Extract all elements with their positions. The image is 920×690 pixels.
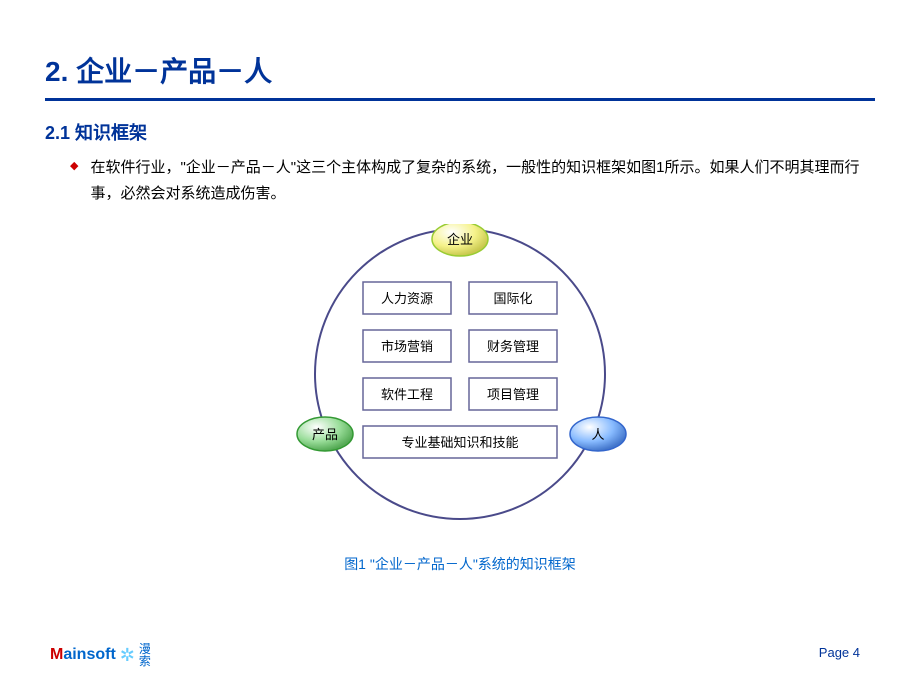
- bullet-item: ◆ 在软件行业，"企业－产品－人"这三个主体构成了复杂的系统，一般性的知识框架如…: [0, 149, 920, 206]
- svg-text:市场营销: 市场营销: [381, 339, 433, 354]
- svg-text:人力资源: 人力资源: [381, 291, 433, 306]
- svg-text:软件工程: 软件工程: [381, 387, 433, 402]
- footer: Mainsoft ✲ 漫索 Page 4: [0, 632, 920, 672]
- svg-text:项目管理: 项目管理: [487, 387, 539, 402]
- diagram-svg: 人力资源 国际化市场营销 财务管理软件工程 项目管理专业基础知识和技能企业产品 人: [240, 224, 680, 534]
- logo-chinese: 漫索: [139, 643, 151, 667]
- sub-title: 2.1 知识框架: [0, 101, 920, 149]
- svg-text:专业基础知识和技能: 专业基础知识和技能: [401, 435, 518, 450]
- figure-caption: 图1 "企业－产品－人"系统的知识框架: [240, 554, 680, 574]
- svg-text:财务管理: 财务管理: [487, 339, 539, 354]
- logo-burst-icon: ✲: [120, 645, 135, 666]
- svg-text:国际化: 国际化: [493, 291, 532, 306]
- svg-text:人: 人: [591, 427, 604, 442]
- svg-text:企业: 企业: [447, 232, 473, 247]
- knowledge-framework-diagram: 人力资源 国际化市场营销 财务管理软件工程 项目管理专业基础知识和技能企业产品 人 图1…: [240, 224, 680, 574]
- main-title: 2. 企业－产品－人: [0, 0, 920, 98]
- page-number: Page 4: [819, 645, 860, 660]
- logo-ainsoft: ainsoft: [63, 646, 115, 663]
- mainsoft-logo: Mainsoft ✲ 漫索: [50, 643, 151, 667]
- bullet-text: 在软件行业，"企业－产品－人"这三个主体构成了复杂的系统，一般性的知识框架如图1…: [90, 155, 875, 206]
- logo-letter-m: M: [50, 646, 63, 663]
- diamond-bullet-icon: ◆: [70, 159, 78, 172]
- svg-text:产品: 产品: [312, 427, 338, 442]
